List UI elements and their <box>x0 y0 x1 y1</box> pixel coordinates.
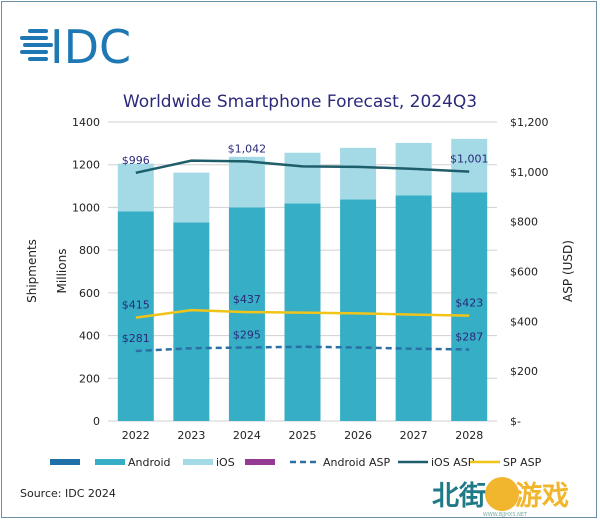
logo-stripe <box>20 50 48 54</box>
legend-swatch <box>183 459 213 465</box>
logo-stripe <box>20 36 48 40</box>
y2-tick-label: $400 <box>510 315 538 328</box>
y-tick-label: 1400 <box>72 116 100 129</box>
x-tick-label: 2026 <box>344 429 372 442</box>
logo-stripe <box>28 57 48 61</box>
y2-axis-label: ASP (USD) <box>561 240 575 302</box>
source-note: Source: IDC 2024 <box>20 487 116 500</box>
bar-android <box>451 192 488 421</box>
legend-label: iOS <box>216 456 235 469</box>
bar-ios <box>228 156 265 208</box>
y2-tick-label: $1,200 <box>510 116 549 129</box>
legend-label: SP ASP <box>503 456 542 469</box>
watermark-text-2: 游戏 <box>515 481 569 512</box>
y2-tick-label: $800 <box>510 216 538 229</box>
legend-swatch <box>245 459 275 465</box>
bar-android <box>340 199 377 421</box>
legend-label: iOS ASP <box>431 456 475 469</box>
chart-title: Worldwide Smartphone Forecast, 2024Q3 <box>123 92 477 112</box>
x-tick-label: 2028 <box>455 429 483 442</box>
legend-label: Android <box>128 456 171 469</box>
x-tick-label: 2027 <box>400 429 428 442</box>
watermark-sun-icon <box>485 477 519 511</box>
data-label: $415 <box>122 299 150 312</box>
y-tick-label: 1200 <box>72 159 100 172</box>
logo-text: IDC <box>50 20 131 74</box>
bar-ios <box>451 138 488 193</box>
y2-tick-label: $200 <box>510 365 538 378</box>
y-tick-label: 800 <box>79 244 100 257</box>
data-label: $287 <box>455 330 483 343</box>
x-tick-label: 2022 <box>122 429 150 442</box>
y2-tick-label: $1,000 <box>510 166 549 179</box>
bar-ios <box>284 152 321 204</box>
watermark: 北街 游戏 WWW.BJJHXS.NET <box>432 477 569 518</box>
y-axis-label: Shipments <box>25 239 39 303</box>
data-label: $1,001 <box>450 153 489 166</box>
bar-ios <box>340 147 377 200</box>
y2-tick-label: $- <box>510 415 521 428</box>
data-label: $437 <box>233 293 261 306</box>
legend: Android iOS Android ASP iOS ASP SP ASP <box>50 456 542 469</box>
data-label: $423 <box>455 297 483 310</box>
y-tick-label: 200 <box>79 372 100 385</box>
data-label: $1,042 <box>228 142 267 155</box>
y2-tick-label: $600 <box>510 266 538 279</box>
bar-android <box>228 207 265 421</box>
idc-logo: IDC <box>20 20 131 74</box>
y-tick-label: 0 <box>93 415 100 428</box>
line-android-asp <box>135 345 470 353</box>
y-tick-label: 1000 <box>72 201 100 214</box>
watermark-text: 北街 <box>432 481 486 512</box>
data-label: $996 <box>122 154 150 167</box>
watermark-url: WWW.BJJHXS.NET <box>483 512 528 518</box>
logo-stripe <box>28 29 48 33</box>
legend-swatch <box>50 459 80 465</box>
data-label: $295 <box>233 328 261 341</box>
globe-icon <box>20 29 53 61</box>
y-tick-label: 600 <box>79 287 100 300</box>
data-label: $281 <box>122 332 150 345</box>
line-ios-asp <box>135 159 470 175</box>
x-tick-label: 2023 <box>177 429 205 442</box>
logo-stripe <box>23 43 53 47</box>
legend-swatch <box>95 459 125 465</box>
x-tick-label: 2025 <box>289 429 317 442</box>
y-tick-label: 400 <box>79 330 100 343</box>
bar-ios <box>173 172 210 223</box>
y-axis-label-units: Millions <box>55 249 69 294</box>
bar-android <box>173 222 210 421</box>
line-sp-asp <box>135 308 470 319</box>
x-tick-label: 2024 <box>233 429 261 442</box>
legend-label: Android ASP <box>323 456 391 469</box>
bar-android <box>395 195 432 421</box>
